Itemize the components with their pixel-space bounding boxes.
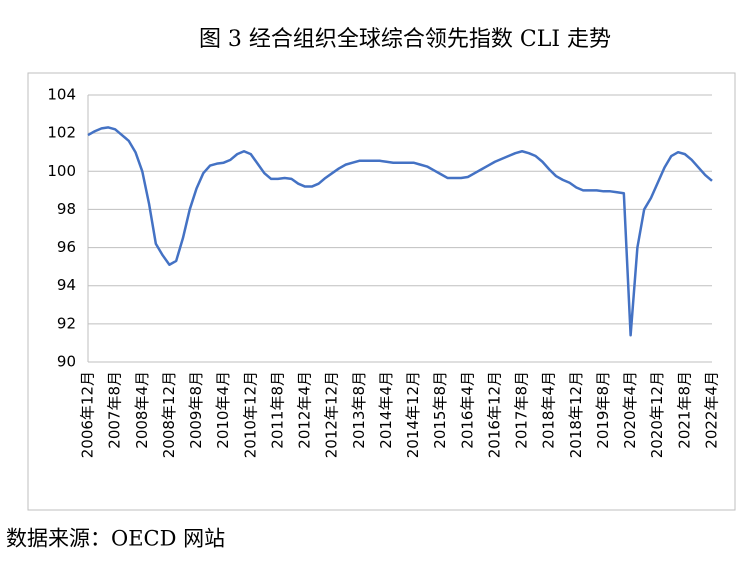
- x-tick-label: 2019年8月: [594, 371, 612, 449]
- x-tick-label: 2018年4月: [540, 371, 558, 449]
- y-tick-label: 100: [47, 162, 76, 180]
- x-tick-label: 2014年12月: [404, 371, 422, 458]
- x-tick-label: 2007年8月: [106, 371, 124, 449]
- x-tick-label: 2012年12月: [323, 371, 341, 458]
- chart-frame: [27, 72, 736, 511]
- x-tick-label: 2013年8月: [350, 371, 368, 449]
- x-tick-label: 2016年12月: [485, 371, 503, 458]
- y-tick-label: 94: [57, 276, 76, 294]
- y-tick-label: 90: [57, 353, 76, 371]
- x-tick-label: 2009年8月: [187, 371, 205, 449]
- x-tick-label: 2008年12月: [160, 371, 178, 458]
- x-tick-label: 2022年4月: [703, 371, 721, 449]
- chart-title: 图 3 经合组织全球综合领先指数 CLI 走势: [199, 27, 611, 52]
- x-tick-label: 2010年12月: [241, 371, 259, 458]
- x-tick-label: 2020年12月: [648, 371, 666, 458]
- y-tick-label: 96: [57, 238, 76, 256]
- source-note: 数据来源：OECD 网站: [6, 527, 225, 551]
- x-tick-label: 2021年8月: [675, 371, 693, 449]
- x-tick-label: 2018年12月: [567, 371, 585, 458]
- x-tick-label: 2020年4月: [621, 371, 639, 449]
- y-tick-label: 92: [57, 314, 76, 332]
- line-series: [87, 126, 713, 337]
- x-tick-label: 2012年4月: [296, 371, 314, 449]
- x-tick-label: 2006年12月: [79, 371, 97, 458]
- x-tick-label: 2016年4月: [458, 371, 476, 449]
- x-tick-label: 2011年8月: [268, 371, 286, 449]
- x-tick-label: 2008年4月: [133, 371, 151, 449]
- x-tick-label: 2017年8月: [513, 371, 531, 449]
- y-tick-label: 98: [57, 200, 76, 218]
- y-tick-label: 104: [47, 86, 76, 104]
- x-tick-label: 2015年8月: [431, 371, 449, 449]
- x-tick-label: 2010年4月: [214, 371, 232, 449]
- y-tick-label: 102: [47, 124, 76, 142]
- x-tick-label: 2014年4月: [377, 371, 395, 449]
